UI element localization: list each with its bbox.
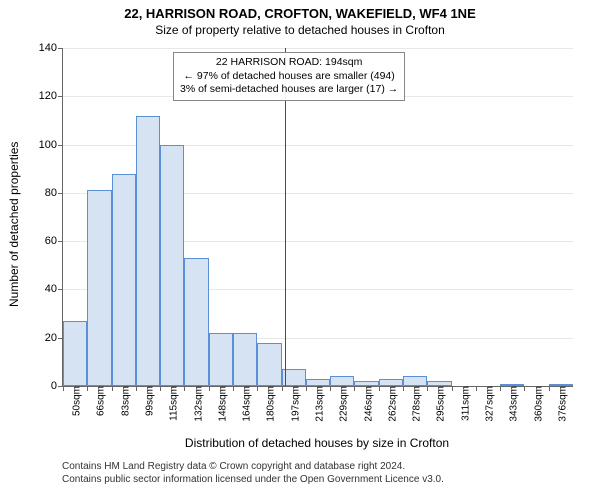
- xtick-label: 343sqm: [505, 386, 520, 422]
- xtick-label: 376sqm: [553, 386, 568, 422]
- xtick-mark: [306, 386, 307, 391]
- xtick-mark: [524, 386, 525, 391]
- histogram-bar: [379, 379, 403, 386]
- ytick-label: 0: [51, 380, 63, 392]
- footnote-line2: Contains public sector information licen…: [62, 473, 444, 486]
- xtick-mark: [354, 386, 355, 391]
- histogram-bar: [257, 343, 281, 386]
- annotation-box: 22 HARRISON ROAD: 194sqm← 97% of detache…: [173, 52, 405, 101]
- ytick-label: 100: [39, 139, 63, 151]
- xtick-mark: [500, 386, 501, 391]
- xtick-label: 278sqm: [408, 386, 423, 422]
- ytick-label: 140: [39, 42, 63, 54]
- ytick-label: 80: [45, 187, 63, 199]
- histogram-bar: [403, 376, 427, 386]
- xtick-mark: [330, 386, 331, 391]
- histogram-bar: [63, 321, 87, 386]
- chart-title-sub: Size of property relative to detached ho…: [0, 21, 600, 37]
- xtick-mark: [136, 386, 137, 391]
- ytick-label: 40: [45, 283, 63, 295]
- xtick-label: 66sqm: [92, 386, 107, 416]
- xtick-label: 115sqm: [165, 386, 180, 421]
- xtick-label: 132sqm: [189, 386, 204, 422]
- histogram-bar: [209, 333, 233, 386]
- histogram-bar: [160, 145, 184, 386]
- histogram-bar: [87, 190, 111, 386]
- ytick-label: 120: [39, 90, 63, 102]
- xtick-label: 327sqm: [481, 386, 496, 422]
- chart-container: 22, HARRISON ROAD, CROFTON, WAKEFIELD, W…: [0, 0, 600, 500]
- xtick-mark: [549, 386, 550, 391]
- xtick-label: 148sqm: [213, 386, 228, 422]
- xtick-mark: [63, 386, 64, 391]
- xtick-mark: [427, 386, 428, 391]
- xtick-mark: [379, 386, 380, 391]
- xtick-label: 213sqm: [311, 386, 326, 422]
- plot-area: 02040608010012014050sqm66sqm83sqm99sqm11…: [62, 48, 573, 387]
- ytick-label: 60: [45, 235, 63, 247]
- gridline: [63, 48, 573, 49]
- xtick-label: 360sqm: [529, 386, 544, 422]
- histogram-bar: [233, 333, 257, 386]
- xtick-mark: [476, 386, 477, 391]
- histogram-bar: [306, 379, 330, 386]
- xtick-label: 311sqm: [456, 386, 471, 421]
- xtick-mark: [403, 386, 404, 391]
- xtick-mark: [209, 386, 210, 391]
- xtick-mark: [184, 386, 185, 391]
- xtick-label: 246sqm: [359, 386, 374, 422]
- xtick-mark: [282, 386, 283, 391]
- annotation-line: 3% of semi-detached houses are larger (1…: [180, 83, 398, 97]
- ytick-label: 20: [45, 332, 63, 344]
- annotation-line: 22 HARRISON ROAD: 194sqm: [180, 56, 398, 70]
- xtick-label: 83sqm: [116, 386, 131, 416]
- annotation-line: ← 97% of detached houses are smaller (49…: [180, 70, 398, 84]
- xtick-label: 180sqm: [262, 386, 277, 422]
- histogram-bar: [330, 376, 354, 386]
- xtick-mark: [452, 386, 453, 391]
- histogram-bar: [184, 258, 208, 386]
- xtick-label: 164sqm: [238, 386, 253, 422]
- xtick-label: 99sqm: [141, 386, 156, 416]
- xtick-mark: [160, 386, 161, 391]
- footnote-line1: Contains HM Land Registry data © Crown c…: [62, 460, 444, 473]
- xtick-label: 197sqm: [286, 386, 301, 422]
- xtick-label: 229sqm: [335, 386, 350, 422]
- xtick-mark: [87, 386, 88, 391]
- x-axis-label: Distribution of detached houses by size …: [62, 436, 572, 450]
- xtick-mark: [112, 386, 113, 391]
- xtick-mark: [257, 386, 258, 391]
- histogram-bar: [112, 174, 136, 386]
- xtick-label: 262sqm: [383, 386, 398, 422]
- footnote: Contains HM Land Registry data © Crown c…: [62, 460, 444, 486]
- xtick-label: 295sqm: [432, 386, 447, 422]
- histogram-bar: [136, 116, 160, 386]
- chart-title-main: 22, HARRISON ROAD, CROFTON, WAKEFIELD, W…: [0, 0, 600, 21]
- xtick-mark: [233, 386, 234, 391]
- xtick-label: 50sqm: [68, 386, 83, 416]
